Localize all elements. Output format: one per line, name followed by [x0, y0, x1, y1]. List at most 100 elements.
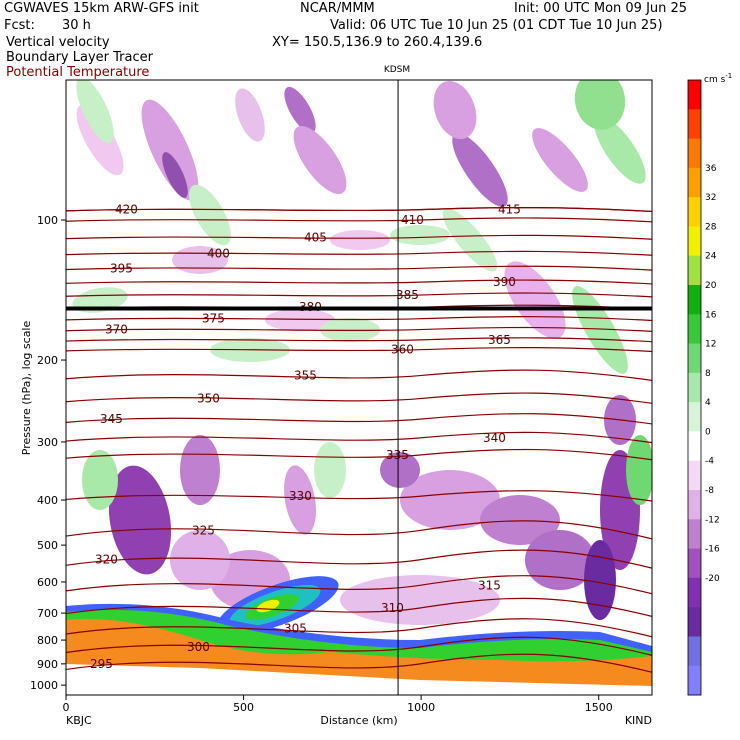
colorbar-swatch	[688, 577, 701, 608]
colorbar-swatch	[688, 167, 701, 198]
colorbar-swatch	[688, 372, 701, 403]
velocity-blob	[284, 465, 316, 535]
theta-label-345: 345	[100, 412, 123, 426]
theta-line-395	[66, 265, 652, 271]
theta-line-355	[66, 369, 652, 381]
theta-line-345	[66, 413, 652, 425]
colorbar-swatch	[688, 636, 701, 667]
theta-line-295	[66, 653, 652, 673]
theta-line-385	[66, 292, 652, 298]
theta-label-360: 360	[391, 343, 414, 357]
colorbar-swatch	[688, 197, 701, 227]
y-tick-label-700: 700	[37, 607, 58, 620]
theta-line-320	[66, 549, 652, 569]
velocity-blob	[400, 470, 500, 530]
theta-label-405: 405	[304, 230, 327, 244]
y-tick-label-600: 600	[37, 576, 58, 589]
y-tick-label-300: 300	[37, 436, 58, 449]
velocity-blob	[162, 152, 188, 198]
y-tick-label-900: 900	[37, 658, 58, 671]
theta-line-315	[66, 575, 652, 595]
velocity-blob	[504, 261, 566, 339]
theta-label-415: 415	[498, 203, 521, 217]
velocity-blob	[330, 230, 390, 250]
velocity-blob	[626, 435, 652, 505]
velocity-blob	[284, 86, 316, 134]
velocity-blob	[390, 225, 450, 245]
theta-label-385: 385	[396, 288, 419, 302]
colorbar-swatch	[688, 138, 701, 169]
forecast-hour: 30 h	[62, 18, 91, 33]
theta-line-370	[66, 326, 652, 332]
end-station-label: KIND	[625, 714, 652, 727]
theta-line-405	[66, 234, 652, 240]
theta-label-400: 400	[207, 246, 230, 260]
velocity-blob	[293, 125, 347, 195]
velocity-blob	[76, 80, 114, 144]
theta-label-410: 410	[401, 213, 424, 227]
colorbar-label-32: 32	[705, 193, 716, 203]
model-title: CGWAVES 15km ARW-GFS init	[4, 1, 199, 16]
theta-label-395: 395	[110, 261, 133, 275]
colorbar: 36 32 28 24 20 16 12 8 4 0 -4 -8 -12 -16 -20	[687, 79, 720, 696]
velocity-blob	[72, 287, 128, 313]
colorbar-label--16: -16	[705, 545, 720, 555]
y-tick-label-1000: 1000	[30, 679, 58, 692]
start-station-label: KBJC	[66, 714, 92, 727]
velocity-blob	[584, 540, 616, 620]
theta-line-325	[66, 520, 652, 540]
velocity-blob	[594, 116, 646, 184]
theta-line-410	[66, 217, 652, 223]
theta-line-390	[66, 279, 652, 285]
colorbar-swatch	[688, 343, 701, 374]
colorbar-label-36: 36	[705, 164, 717, 174]
colorbar-label-0: 0	[705, 427, 711, 437]
theta-label-420: 420	[115, 203, 138, 217]
theta-label-355: 355	[294, 369, 317, 383]
y-tick-label-400: 400	[37, 494, 58, 507]
theta-line-335	[66, 448, 652, 461]
valid-time: Valid: 06 UTC Tue 10 Jun 25 (01 CDT Tue …	[330, 18, 663, 33]
vertical-velocity-shading	[66, 80, 652, 695]
x-tick-label-1500: 1500	[585, 701, 613, 714]
theta-label-295: 295	[90, 657, 113, 671]
theta-label-390: 390	[493, 275, 516, 289]
colorbar-swatch	[688, 255, 701, 286]
theta-line-300	[66, 636, 652, 656]
velocity-blob	[265, 309, 335, 331]
theta-label-310: 310	[381, 601, 404, 615]
velocity-blob	[532, 128, 588, 192]
theta-label-335: 335	[386, 448, 409, 462]
colorbar-swatch	[688, 285, 701, 315]
colorbar-label--20: -20	[705, 574, 720, 584]
colorbar-swatch	[688, 226, 701, 257]
colorbar-label-16: 16	[705, 310, 717, 320]
colorbar-label-8: 8	[705, 369, 711, 379]
theta-line-375	[66, 316, 652, 322]
forecast-label: Fcst:	[4, 18, 35, 33]
theta-label-300: 300	[187, 640, 210, 654]
colorbar-swatch	[688, 607, 701, 637]
y-tick-label-500: 500	[37, 539, 58, 552]
theta-line-305	[66, 618, 652, 638]
velocity-blob	[82, 450, 118, 510]
colorbar-swatch	[688, 109, 701, 140]
theta-label-340: 340	[483, 431, 506, 445]
colorbar-swatch	[688, 460, 701, 491]
colorbar-swatch	[688, 80, 701, 110]
theta-label-305: 305	[284, 621, 307, 635]
marker-station-label: KDSM	[384, 65, 410, 75]
velocity-blob	[235, 88, 265, 142]
colorbar-swatch	[688, 431, 701, 462]
velocity-blob	[433, 80, 477, 140]
y-tick-label-100: 100	[37, 214, 58, 227]
colorbar-label-4: 4	[705, 398, 711, 408]
field-vertical-velocity: Vertical velocity	[6, 35, 110, 50]
colorbar-swatch	[688, 519, 701, 550]
center-label: NCAR/MMM	[300, 1, 375, 16]
y-axis-label: Pressure (hPa), log scale	[20, 321, 33, 456]
velocity-blob	[452, 133, 508, 207]
x-tick-label-1000: 1000	[407, 701, 435, 714]
terrain-ground	[66, 664, 652, 695]
